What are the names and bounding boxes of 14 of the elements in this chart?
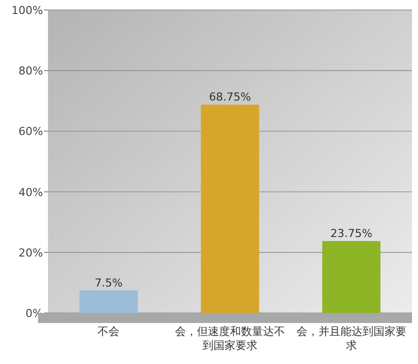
- y-tick-label: 80%: [18, 64, 43, 78]
- data-label: 23.75%: [330, 227, 372, 240]
- bar: [80, 290, 138, 313]
- data-label: 7.5%: [94, 276, 123, 290]
- y-tick-label: 60%: [18, 125, 43, 138]
- x-tick-label: 会，但速度和数量达不到国家要求: [174, 325, 286, 353]
- y-tick-label: 20%: [18, 246, 43, 260]
- data-label: 68.75%: [209, 90, 251, 104]
- x-tick-label: 不会: [96, 325, 121, 339]
- x-tick-label: 会，并且能达到国家要求: [295, 325, 408, 353]
- y-tick-label: 100%: [12, 4, 43, 17]
- bar: [322, 241, 380, 313]
- y-tick-label: 40%: [18, 186, 43, 199]
- bar: [200, 104, 260, 313]
